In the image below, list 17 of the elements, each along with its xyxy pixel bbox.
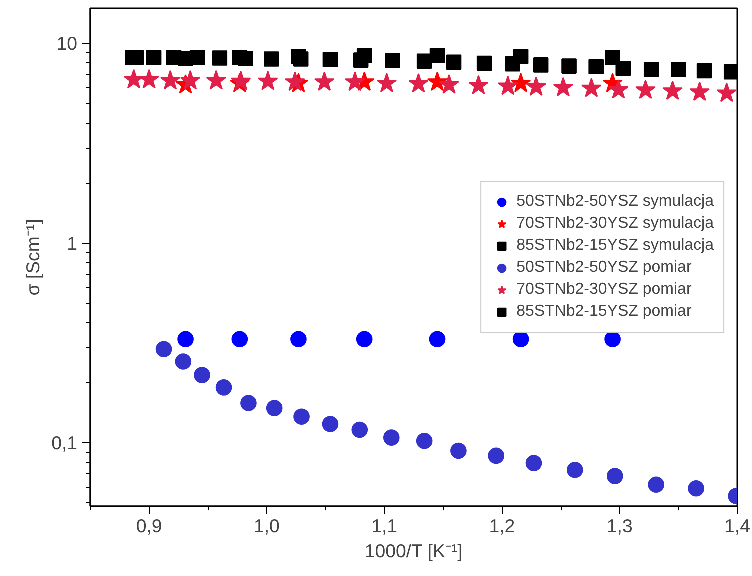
y-tick-label: 1 — [67, 232, 78, 254]
x-tick-label: 1,1 — [372, 516, 398, 536]
y-axis-title: σ [Scm⁻¹] — [22, 219, 44, 296]
legend-label: 85STNb2-15YSZ symulacja — [516, 237, 714, 255]
y-tick-label: 10 — [56, 33, 78, 54]
legend-label: 85STNb2-15YSZ pomiar — [516, 303, 692, 321]
legend-label: 50STNb2-50YSZ pomiar — [516, 259, 692, 277]
x-tick-label: 0,9 — [136, 516, 162, 536]
legend-label: 70STNb2-30YSZ pomiar — [516, 281, 692, 299]
x-tick-label: 1,0 — [254, 516, 280, 536]
x-tick-label: 1,2 — [489, 516, 516, 536]
x-axis-title: 1000/T [K⁻¹] — [364, 540, 463, 562]
legend-label: 70STNb2-30YSZ symulacja — [516, 215, 714, 233]
x-tick-label: 1,4 — [724, 516, 750, 536]
x-tick-label: 1,3 — [606, 516, 633, 536]
legend-label: 50STNb2-50YSZ symulacja — [516, 193, 714, 211]
y-tick-label: 0,1 — [52, 432, 78, 454]
